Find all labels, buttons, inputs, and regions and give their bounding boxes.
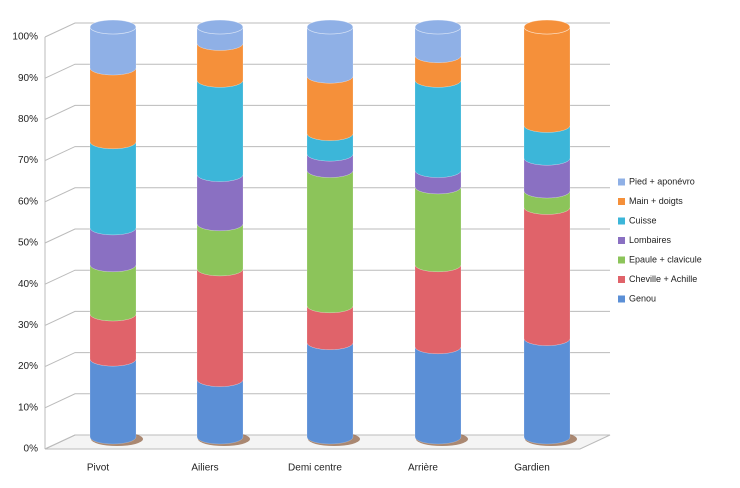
legend-swatch [618,295,625,303]
bar-segment [414,346,462,445]
y-tick-label: 40% [18,279,38,290]
bar-cap [306,19,354,35]
bar-segment [196,80,244,182]
bar-segment [306,26,354,84]
y-tick-label: 10% [18,402,38,413]
bar-segment [414,186,462,273]
y-tick-label: 90% [18,73,38,84]
y-tick-label: 60% [18,196,38,207]
legend-swatch [618,217,625,225]
x-tick-label: Gardien [514,463,550,474]
x-tick-label: Demi centre [288,463,342,474]
y-tick-label: 80% [18,114,38,125]
bar-segment [89,264,137,322]
legend-label: Main + doigts [629,196,683,206]
legend-label: Lombaires [629,235,672,245]
bar-segment [89,313,137,367]
legend-swatch [618,256,625,264]
y-tick-label: 20% [18,361,38,372]
legend-swatch [618,276,625,283]
bar-segment [89,67,137,150]
bar-segment [196,223,244,277]
legend-swatch [618,178,625,186]
x-tick-label: Arrière [408,463,438,474]
bar-cap [89,19,137,35]
legend-label: Genou [629,293,656,303]
y-tick-label: 50% [18,238,38,249]
bar-cap [196,19,244,35]
bar-segment [89,359,137,445]
bar-cap [523,19,571,35]
y-tick-label: 70% [18,155,38,166]
bar-segment [414,264,462,355]
bar-segment [89,141,137,236]
bar-segment [306,76,354,141]
bar-segment [196,174,244,232]
legend-label: Pied + aponévro [629,176,695,186]
bar-segment [523,338,571,445]
x-tick-label: Ailiers [191,463,218,474]
bar-segment [523,207,571,346]
legend-swatch [618,237,625,244]
bar-segment [196,268,244,387]
bar-cap [414,19,462,35]
y-tick-label: 30% [18,320,38,331]
bar-segment [196,379,244,445]
legend-label: Cheville + Achille [629,274,697,284]
legend-label: Cuisse [629,215,657,225]
legend-label: Epaule + clavicule [629,254,702,264]
bar-segment [523,26,571,133]
legend-swatch [618,198,625,205]
bar-segment [414,80,462,178]
x-tick-label: Pivot [87,463,109,474]
y-tick-label: 0% [24,444,39,455]
bar-segment [306,170,354,314]
bar-segment [306,342,354,445]
y-tick-label: 100% [12,32,38,43]
